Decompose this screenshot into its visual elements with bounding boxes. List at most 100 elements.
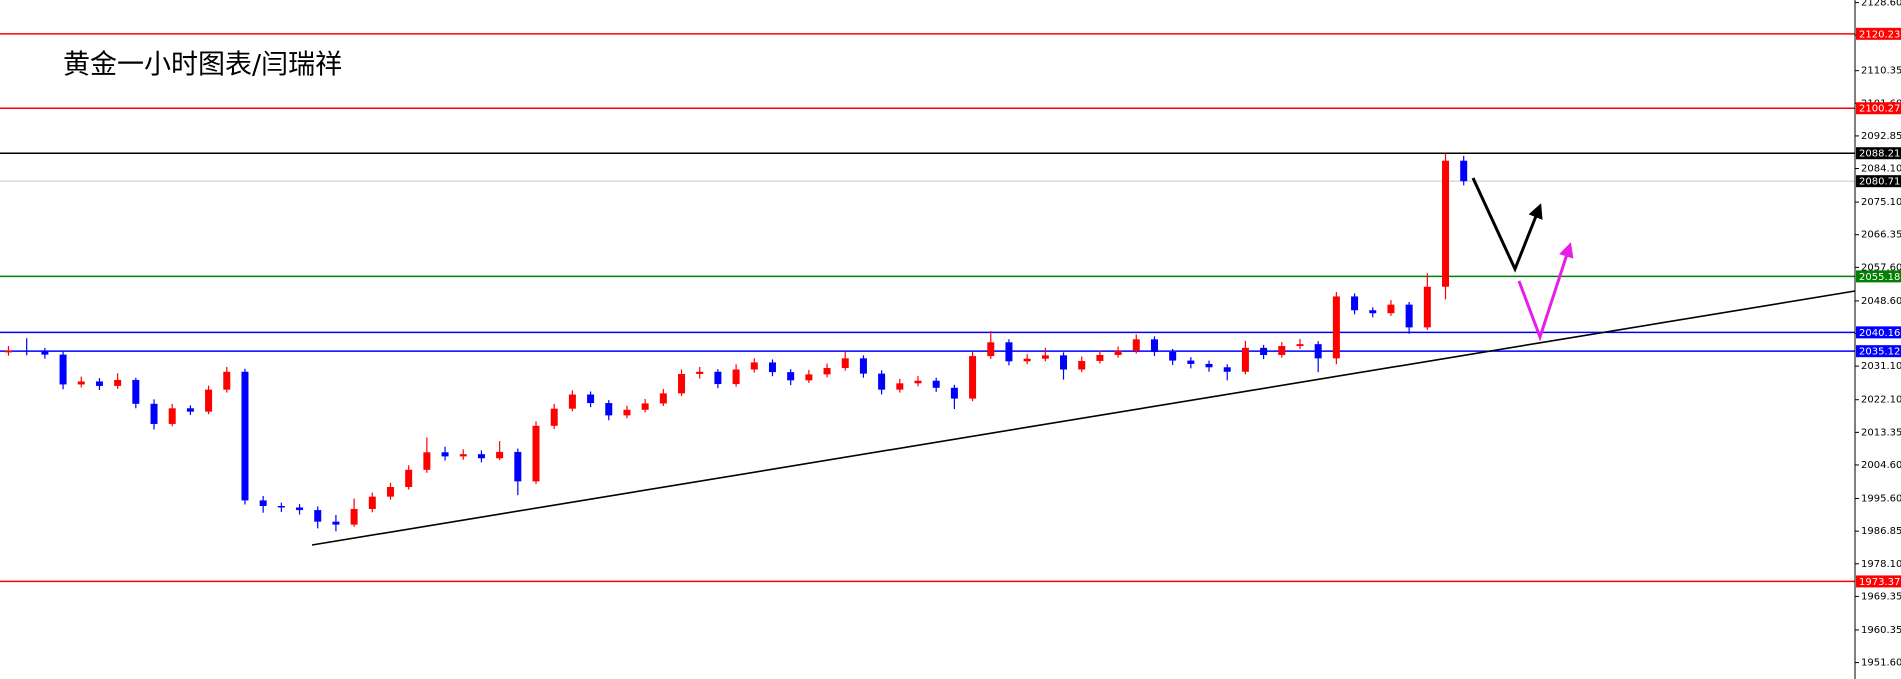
candle-body — [441, 452, 449, 457]
candle-body — [223, 371, 231, 390]
candle-body — [859, 358, 867, 374]
candle-body — [477, 454, 485, 459]
candle-body — [841, 358, 849, 369]
y-tick-label: 1978.10 — [1861, 559, 1901, 570]
candle-body — [1060, 355, 1068, 370]
candle-body — [1078, 360, 1086, 370]
candle-body — [23, 350, 31, 352]
y-tick-label: 1951.60 — [1861, 658, 1901, 669]
candle-body — [332, 521, 340, 525]
candle-body — [241, 371, 249, 501]
candle-body — [969, 356, 977, 399]
y-tick-label: 1995.60 — [1861, 494, 1901, 505]
candle-body — [350, 508, 358, 525]
candle-body — [1169, 351, 1177, 361]
candle-body — [1387, 304, 1395, 314]
candle-body — [168, 408, 176, 424]
level-label: 2100.27 — [1859, 104, 1900, 115]
candle-body — [768, 362, 776, 373]
chart-title: 黄金一小时图表/闫瑞祥 — [63, 50, 342, 81]
forecast-arrow-magenta — [1517, 242, 1574, 342]
candle-body — [1114, 350, 1122, 355]
candle-body — [1005, 342, 1013, 362]
candle-body — [787, 372, 795, 381]
level-label: 2040.16 — [1859, 328, 1900, 339]
y-tick-label: 2013.35 — [1861, 427, 1901, 438]
y-tick-label: 1986.85 — [1861, 526, 1901, 537]
candle-body — [1096, 354, 1104, 361]
candle-body — [1351, 296, 1359, 311]
candle-body — [605, 403, 613, 416]
candle-body — [368, 496, 376, 509]
candle-body — [987, 342, 995, 357]
candle-body — [423, 452, 431, 470]
candle-body — [77, 381, 85, 385]
candle-body — [1442, 160, 1450, 287]
candle-body — [59, 354, 67, 385]
y-tick-label: 2066.35 — [1861, 230, 1901, 241]
candle-body — [1150, 339, 1158, 352]
candles — [5, 153, 1468, 532]
candle-body — [1278, 346, 1286, 355]
candle-body — [1423, 286, 1431, 328]
y-tick-label: 1969.35 — [1861, 591, 1901, 602]
candle-body — [532, 425, 540, 482]
y-tick-label: 2084.10 — [1861, 164, 1901, 175]
candle-body — [1405, 304, 1413, 328]
candle-body — [1223, 367, 1231, 372]
level-label: 2035.12 — [1859, 347, 1900, 358]
candle-body — [714, 371, 722, 385]
level-label: 1973.37 — [1859, 577, 1900, 588]
candle-body — [132, 379, 140, 404]
candle-body — [878, 373, 886, 390]
level-label-box — [1856, 270, 1901, 283]
candle-body — [514, 451, 522, 482]
level-label: 2120.23 — [1859, 29, 1900, 40]
candle-body — [41, 351, 49, 355]
candle-body — [659, 393, 667, 404]
candle-body — [696, 371, 704, 374]
level-label-box — [1856, 345, 1901, 358]
candle-body — [1205, 363, 1213, 368]
candle-body — [205, 389, 213, 412]
candle-body — [496, 451, 504, 459]
candle-body — [1314, 344, 1322, 359]
candle-body — [259, 500, 267, 506]
y-tick-label: 2022.10 — [1861, 395, 1901, 406]
candle-body — [550, 408, 558, 426]
trendline — [311, 290, 1856, 546]
candle-body — [1332, 296, 1340, 359]
candle-body — [186, 408, 194, 412]
candle-body — [1132, 339, 1140, 351]
level-label-box — [1856, 102, 1901, 115]
y-tick-label: 2004.60 — [1861, 460, 1901, 471]
candle-body — [405, 469, 413, 487]
candle-body — [1187, 360, 1195, 364]
candle-body — [1041, 355, 1049, 359]
candle-body — [568, 394, 576, 409]
y-tick-label: 2075.10 — [1861, 197, 1901, 208]
candle-body — [314, 510, 322, 522]
candle-body — [678, 373, 686, 394]
level-label-box — [1856, 175, 1901, 188]
candle-body — [732, 369, 740, 385]
candle-body — [1260, 347, 1268, 355]
candle-body — [1023, 358, 1031, 362]
candle-body — [896, 383, 904, 390]
candle-body — [277, 505, 285, 508]
candle-body — [150, 403, 158, 424]
candle-body — [587, 394, 595, 404]
candle-body — [114, 379, 122, 386]
level-label-box — [1856, 575, 1901, 588]
candle-body — [1241, 347, 1249, 372]
candle-body — [950, 387, 958, 399]
level-label: 2080.71 — [1859, 177, 1900, 188]
y-tick-label: 2128.60 — [1861, 0, 1901, 9]
candle-body — [623, 409, 631, 416]
candle-body — [296, 507, 304, 511]
level-label: 2088.21 — [1859, 149, 1900, 160]
level-label-box — [1856, 27, 1901, 40]
y-tick-label: 1960.35 — [1861, 625, 1901, 636]
